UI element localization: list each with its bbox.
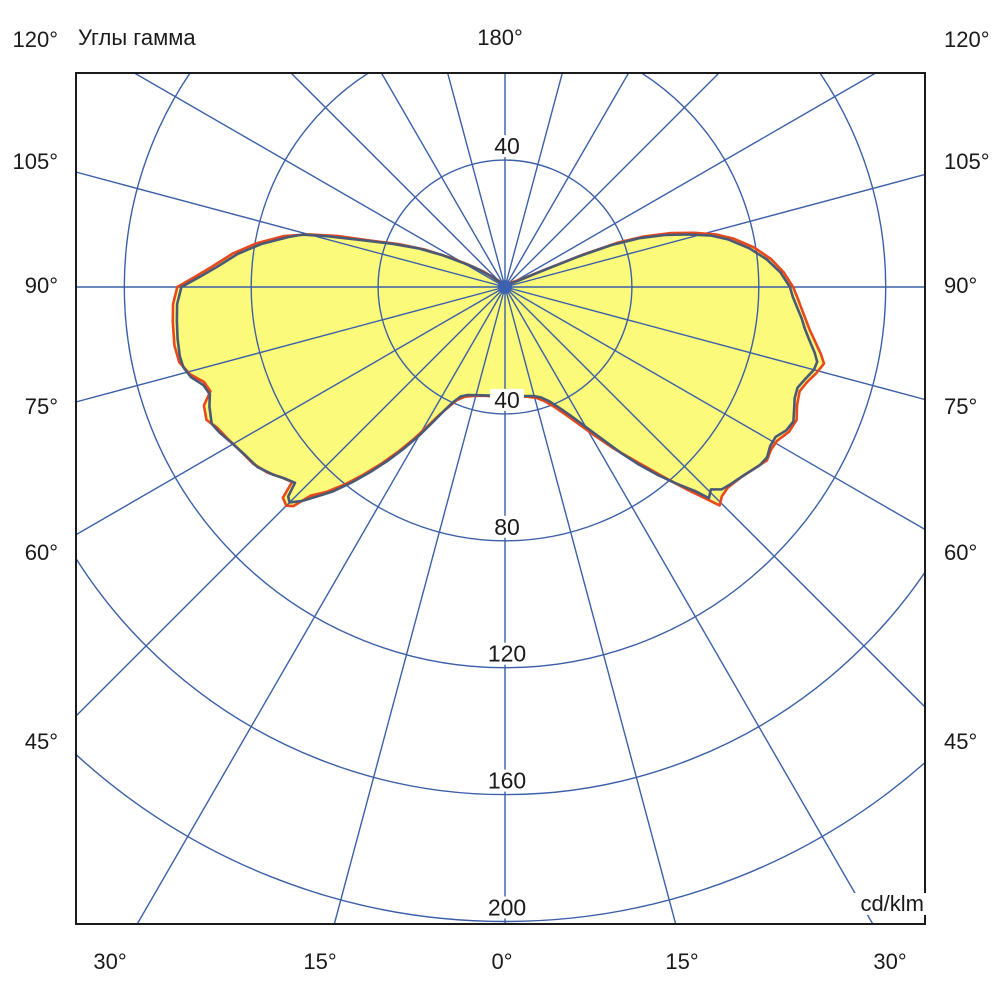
gamma-tick-label-left: 60° <box>25 540 58 565</box>
gamma-ray <box>76 171 506 288</box>
gamma-ray <box>290 73 506 288</box>
radial-tick-label: 160 <box>488 768 526 794</box>
center-dot <box>498 280 512 294</box>
gamma-ray <box>504 173 925 288</box>
gamma-tick-label-left: 45° <box>25 729 58 754</box>
gamma-tick-label-right: 45° <box>944 729 977 754</box>
gamma-ray <box>504 73 564 288</box>
tick-label-box <box>483 642 531 665</box>
gamma-tick-label-left: 90° <box>25 273 58 298</box>
tick-label-box <box>490 515 524 538</box>
gamma-ray <box>504 73 878 288</box>
intensity-fill <box>172 232 825 507</box>
gamma-ray <box>380 73 506 288</box>
tick-label-box <box>490 388 524 411</box>
gamma-ray <box>76 286 506 403</box>
gamma-ray <box>504 286 925 401</box>
tick-label-box <box>483 896 531 919</box>
gamma-ray <box>76 286 506 536</box>
gamma-tick-label-bottom: 30° <box>873 949 906 974</box>
radial-tick-label: 40 <box>494 387 520 413</box>
plot-border <box>75 72 926 925</box>
gamma-tick-label-left: 105° <box>12 149 58 174</box>
radial-tick-label: 200 <box>488 895 526 921</box>
gamma-ray <box>504 286 925 708</box>
gamma-tick-label-right: 75° <box>944 394 977 419</box>
gamma-ray <box>446 73 506 288</box>
tick-label-box <box>483 769 531 792</box>
gamma-ray <box>136 286 506 924</box>
tick-label-box <box>490 135 524 158</box>
radial-tick-label: 80 <box>494 514 520 540</box>
gamma-ray <box>504 286 677 924</box>
gamma-tick-label-right: 90° <box>944 273 977 298</box>
gamma-tick-label-bottom: 15° <box>303 949 336 974</box>
gamma-ray <box>504 286 925 531</box>
radial-tick-label: 120 <box>488 641 526 667</box>
gamma-ray <box>76 286 506 717</box>
gamma-tick-label-right: 120° <box>944 27 990 52</box>
gamma-ray <box>504 73 630 288</box>
gamma-tick-label-right: 60° <box>944 540 977 565</box>
gamma-tick-label-bottom: 15° <box>665 949 698 974</box>
gamma-ray <box>333 286 506 924</box>
gamma-tick-label-right: 105° <box>944 149 990 174</box>
gamma-tick-label-bottom: 30° <box>93 949 126 974</box>
gamma-ray <box>132 73 506 288</box>
gamma-tick-label-left: 75° <box>25 394 58 419</box>
gamma-tick-label-bottom: 0° <box>491 949 512 974</box>
radial-tick-label: 40 <box>494 133 520 159</box>
gamma-ray <box>504 286 874 924</box>
gamma-ray <box>504 73 720 288</box>
top-angle-label: 180° <box>477 25 523 50</box>
gamma-tick-label-left: 120° <box>12 27 58 52</box>
unit-label: cd/klm <box>830 893 926 915</box>
page-title: Углы гамма <box>78 25 196 50</box>
